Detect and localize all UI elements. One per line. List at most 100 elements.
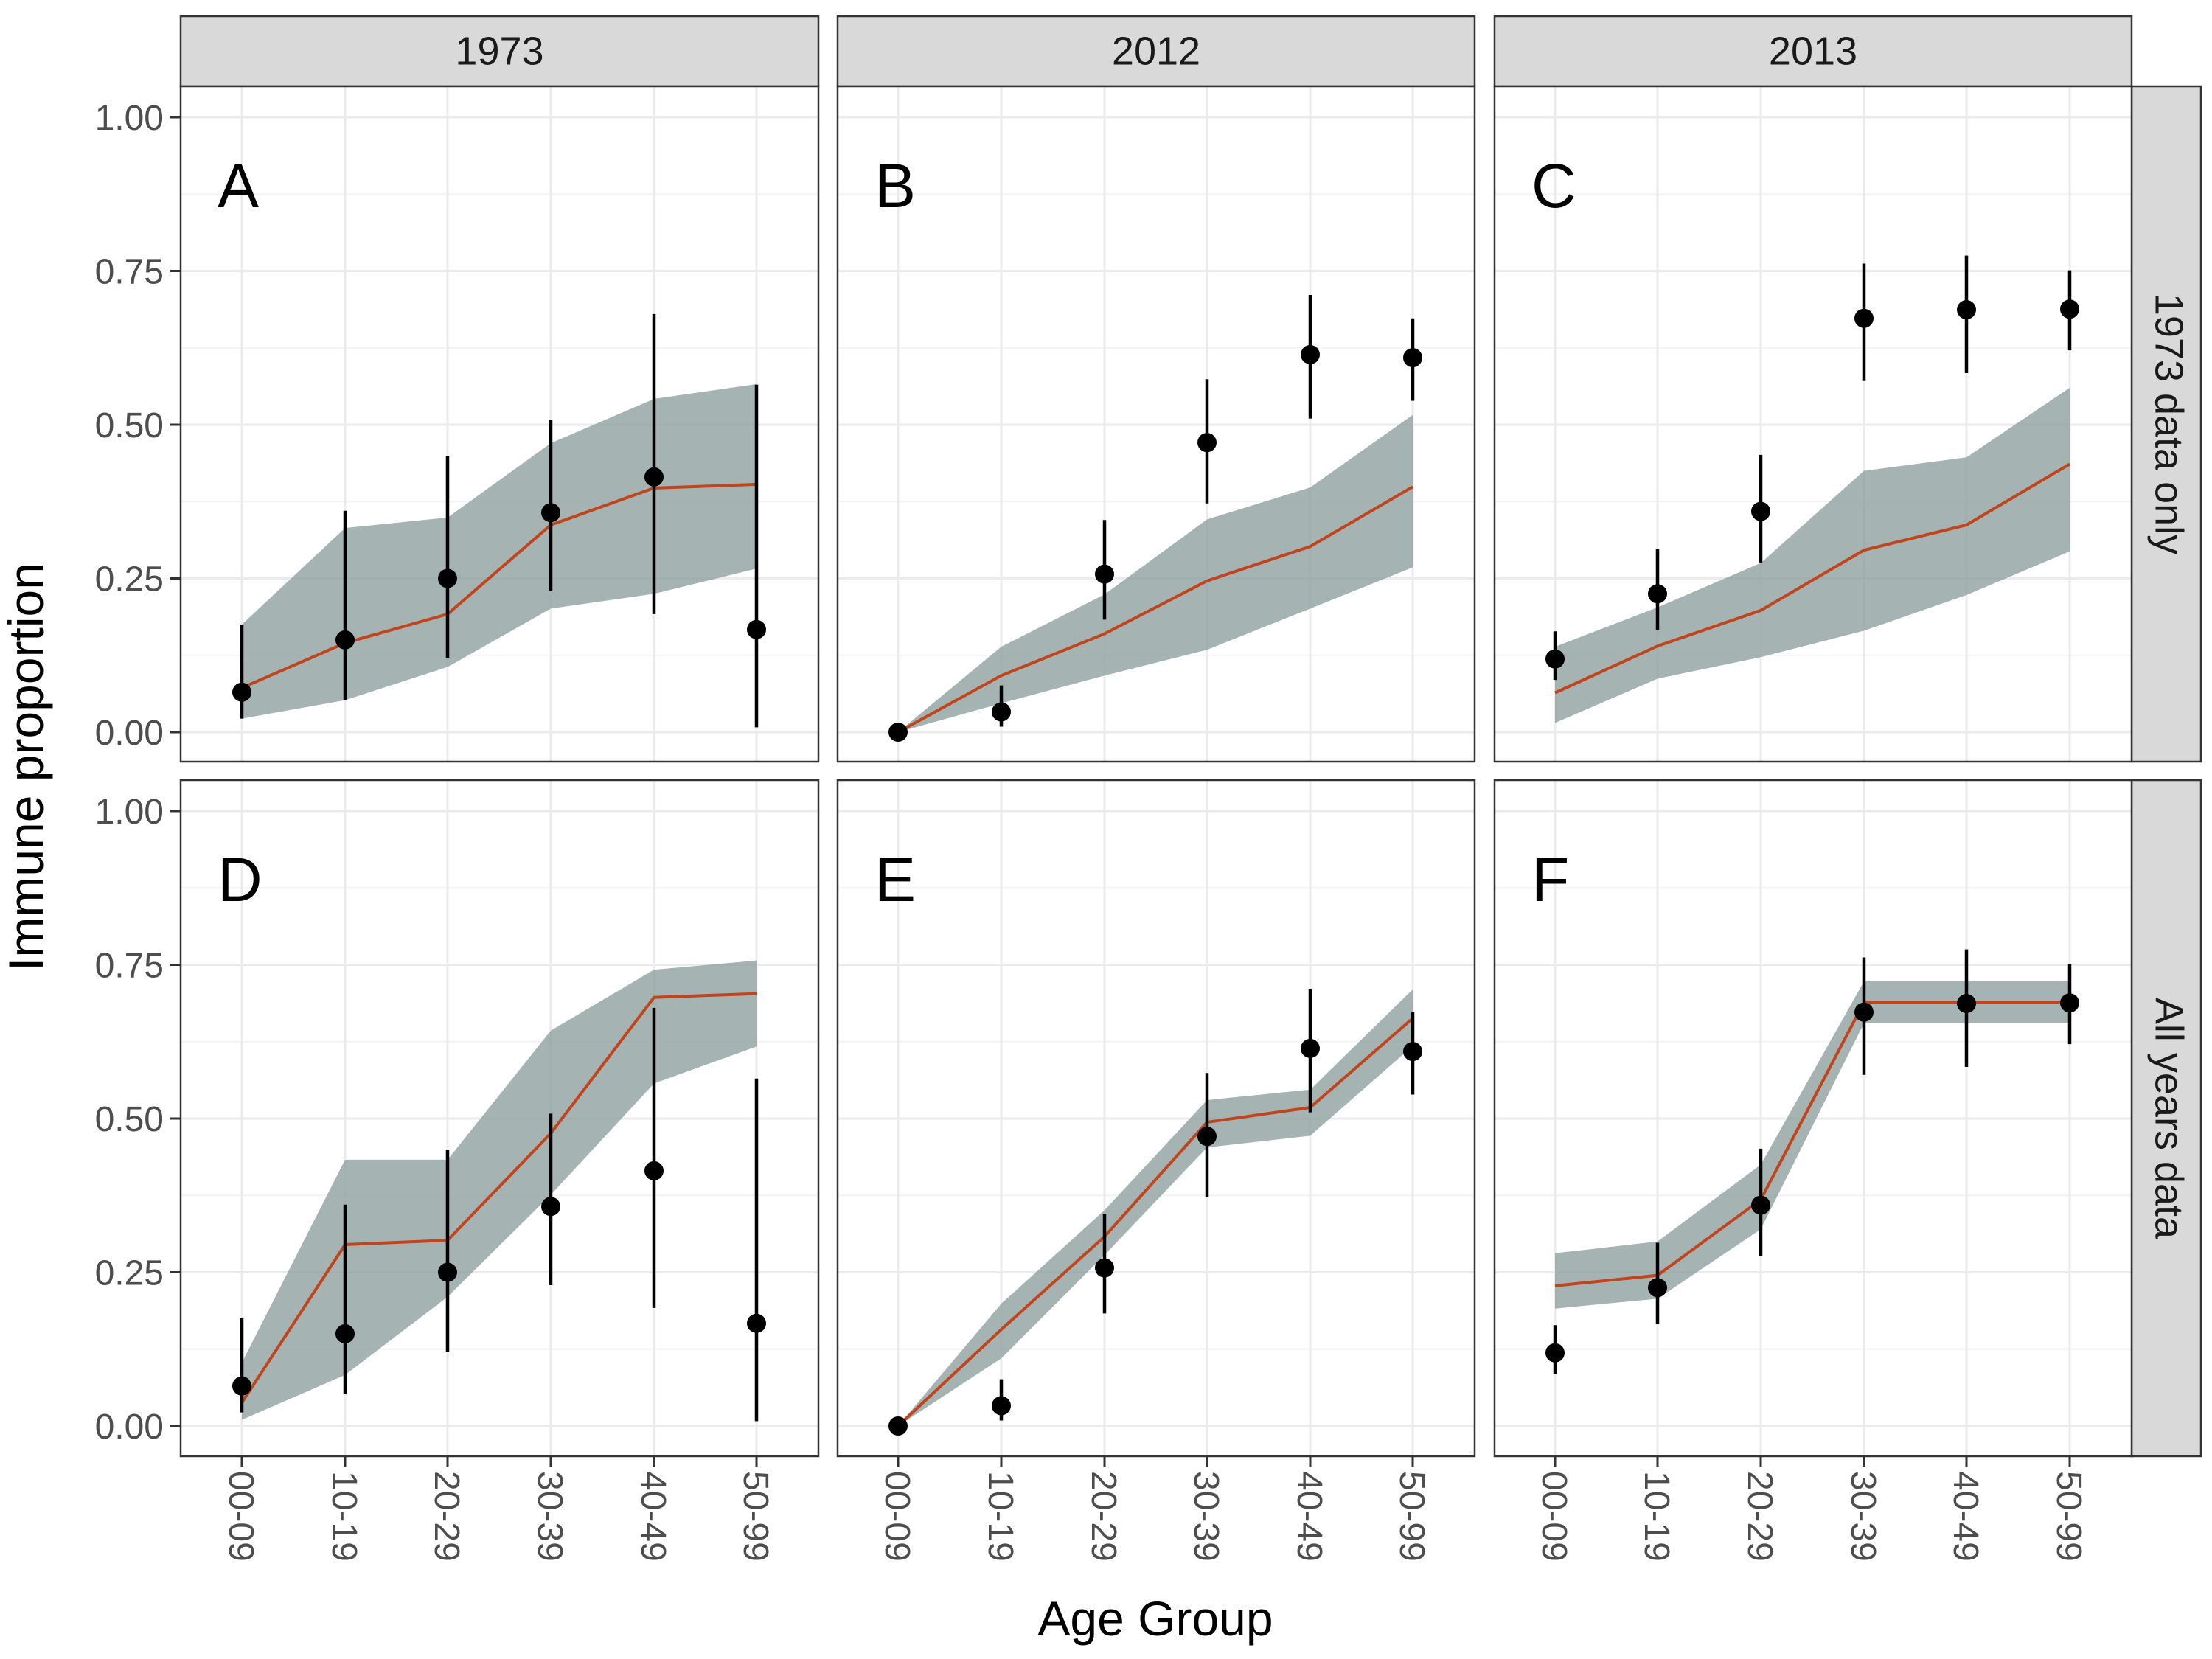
data-point <box>888 1416 908 1436</box>
fit-line <box>240 992 757 1404</box>
data-point <box>644 1161 664 1180</box>
panel-border <box>836 779 1476 1458</box>
data-point <box>1403 348 1422 368</box>
data-point <box>747 1313 766 1333</box>
panel-letter: A <box>218 151 259 220</box>
x-tick-label: 50-99 <box>2049 1471 2088 1562</box>
x-tick-label: 20-29 <box>427 1471 466 1562</box>
data-point <box>1854 1002 1874 1022</box>
column-strip <box>836 15 1476 88</box>
x-tick-label: 10-19 <box>1637 1471 1676 1562</box>
row-strip <box>2130 85 2202 763</box>
panel-letter: B <box>874 151 916 220</box>
x-tick-label: 40-49 <box>1290 1471 1329 1562</box>
column-strip <box>1493 15 2133 88</box>
panel-A: A <box>179 85 820 763</box>
fit-ribbon <box>1555 387 2070 723</box>
fit-line <box>1554 1001 2070 1287</box>
data-point <box>438 1262 457 1282</box>
fit-line <box>1554 462 2071 695</box>
data-point <box>438 568 457 588</box>
data-point <box>1545 1343 1565 1363</box>
data-point <box>335 1324 355 1343</box>
data-point <box>541 503 560 523</box>
data-point <box>1197 433 1217 453</box>
panel-border <box>836 85 1476 763</box>
data-point <box>1301 1038 1320 1058</box>
x-tick-label: 50-99 <box>736 1471 775 1562</box>
row-strip <box>2130 779 2202 1458</box>
data-point <box>1957 300 1976 320</box>
x-tick-label: 30-39 <box>1843 1471 1882 1562</box>
data-point <box>992 702 1011 722</box>
x-tick-label: 10-19 <box>981 1471 1020 1562</box>
data-point <box>1403 1042 1422 1062</box>
y-tick-label: 0.75 <box>95 947 164 986</box>
data-point <box>747 619 766 639</box>
data-point <box>992 1396 1011 1416</box>
data-point <box>2060 299 2079 319</box>
y-tick-label: 0.50 <box>95 1100 164 1139</box>
fit-ribbon <box>242 960 757 1420</box>
panel-letter: D <box>218 845 262 914</box>
panel-C: C <box>1493 85 2133 763</box>
x-tick-label: 10-19 <box>324 1471 364 1562</box>
panel-B: B <box>836 85 1476 763</box>
axes: 0.00 0.25 0.50 0.75 1.00 0.00 0.25 0.50 0.75 1.00… <box>95 99 2088 1562</box>
y-tick-label: 0.50 <box>95 406 164 445</box>
fit-ribbon <box>898 989 1413 1426</box>
y-tick-label: 0.25 <box>95 560 164 599</box>
data-point <box>2060 993 2079 1013</box>
x-tick-label: 40-49 <box>1946 1471 1985 1562</box>
data-point <box>1957 994 1976 1014</box>
row-strip-label: 1973 data only <box>2147 293 2191 554</box>
x-tick-label: 30-39 <box>530 1471 569 1562</box>
fit-line <box>897 485 1414 734</box>
data-point <box>1854 308 1874 328</box>
fit-line <box>897 1017 1414 1427</box>
data-point <box>232 682 251 702</box>
panel-D: D <box>179 779 820 1458</box>
y-tick-label: 0.25 <box>95 1254 164 1293</box>
facet-strips: 1973 2012 2013 1973 data only All years data <box>179 15 2202 1458</box>
y-tick-label: 0.00 <box>95 1408 164 1447</box>
data-point <box>232 1376 251 1396</box>
panel-letter: F <box>1531 845 1569 914</box>
x-tick-label: 20-29 <box>1084 1471 1123 1562</box>
x-tick-label: 00-09 <box>221 1471 260 1562</box>
x-tick-label: 40-49 <box>633 1471 672 1562</box>
y-tick-label: 0.75 <box>95 253 164 292</box>
panel-E: E <box>836 779 1476 1458</box>
x-axis-title: Age Group <box>1037 1591 1273 1646</box>
data-point <box>1648 584 1667 604</box>
panel-F: F <box>1493 779 2133 1458</box>
data-point <box>1301 344 1320 364</box>
column-strip <box>179 15 820 88</box>
column-strip-label: 2012 <box>1112 29 1200 74</box>
data-point <box>644 467 664 487</box>
data-point <box>1095 564 1114 584</box>
facet-panels: A B C D E F <box>179 85 2133 1458</box>
data-point <box>1095 1258 1114 1278</box>
column-strip-label: 2013 <box>1769 29 1857 74</box>
panel-border <box>1493 85 2133 763</box>
data-point <box>541 1197 560 1217</box>
x-tick-label: 30-39 <box>1186 1471 1225 1562</box>
x-tick-label: 20-29 <box>1740 1471 1779 1562</box>
data-point <box>1648 1278 1667 1298</box>
x-tick-label: 00-09 <box>877 1471 917 1562</box>
data-point <box>888 723 908 742</box>
y-axis-title: Immune proportion <box>0 563 53 971</box>
panel-border <box>1493 779 2133 1458</box>
fit-ribbon <box>898 414 1413 732</box>
x-tick-label: 00-09 <box>1534 1471 1573 1562</box>
data-point <box>1751 1195 1770 1215</box>
panel-letter: C <box>1531 151 1576 220</box>
x-tick-label: 50-99 <box>1392 1471 1431 1562</box>
data-point <box>1751 501 1770 521</box>
fit-line <box>241 482 757 689</box>
y-tick-label: 1.00 <box>95 99 164 138</box>
data-point <box>335 630 355 650</box>
panel-letter: E <box>874 845 916 914</box>
